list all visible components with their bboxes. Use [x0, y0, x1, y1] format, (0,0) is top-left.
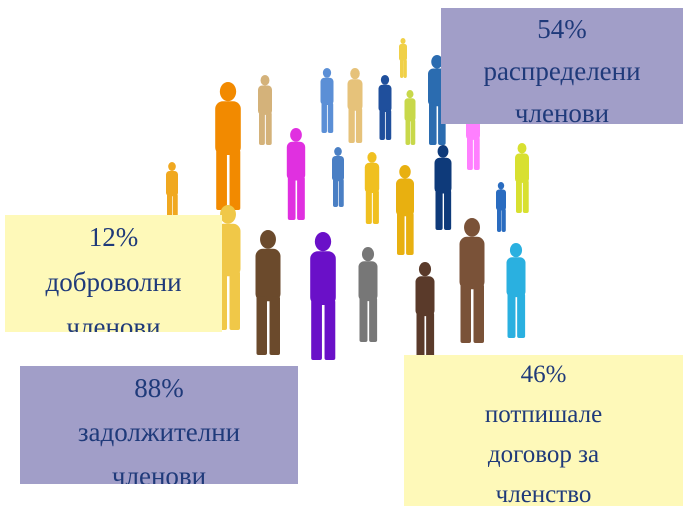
- person-silhouette: [379, 75, 392, 140]
- box-text: членови: [441, 92, 683, 124]
- person-silhouette: [332, 147, 344, 207]
- person-silhouette: [287, 128, 305, 220]
- person-silhouette: [365, 152, 379, 224]
- box-percent: 88%: [20, 366, 298, 410]
- person-silhouette: [396, 165, 414, 255]
- person-silhouette: [460, 218, 485, 343]
- person-silhouette: [507, 243, 526, 338]
- box-text: задолжителни: [20, 410, 298, 454]
- person-silhouette: [405, 90, 416, 145]
- person-silhouette: [256, 230, 281, 355]
- page: {"boxes": [ {"lines": ["54%", "распредел…: [0, 0, 683, 506]
- person-silhouette: [166, 162, 178, 222]
- box-text: доброволни: [5, 260, 222, 305]
- person-silhouette: [399, 38, 407, 78]
- person-silhouette: [435, 145, 452, 230]
- box-percent: 46%: [404, 355, 683, 395]
- box-text: членство: [404, 475, 683, 506]
- person-silhouette: [515, 143, 529, 213]
- person-silhouette: [215, 82, 241, 210]
- person-silhouette: [310, 232, 336, 360]
- box-text: членови: [5, 305, 222, 332]
- box-text: распределени: [441, 50, 683, 92]
- person-silhouette: [348, 68, 363, 143]
- box-text: членови: [20, 454, 298, 484]
- person-silhouette: [321, 68, 334, 133]
- person-silhouette: [359, 247, 378, 342]
- box-percent: 54%: [441, 8, 683, 50]
- box-percent: 12%: [5, 215, 222, 260]
- box-text: договор за: [404, 435, 683, 475]
- person-silhouette: [496, 182, 506, 232]
- person-silhouette: [258, 75, 272, 145]
- person-silhouette: [416, 262, 435, 357]
- box-text: потпишале: [404, 395, 683, 435]
